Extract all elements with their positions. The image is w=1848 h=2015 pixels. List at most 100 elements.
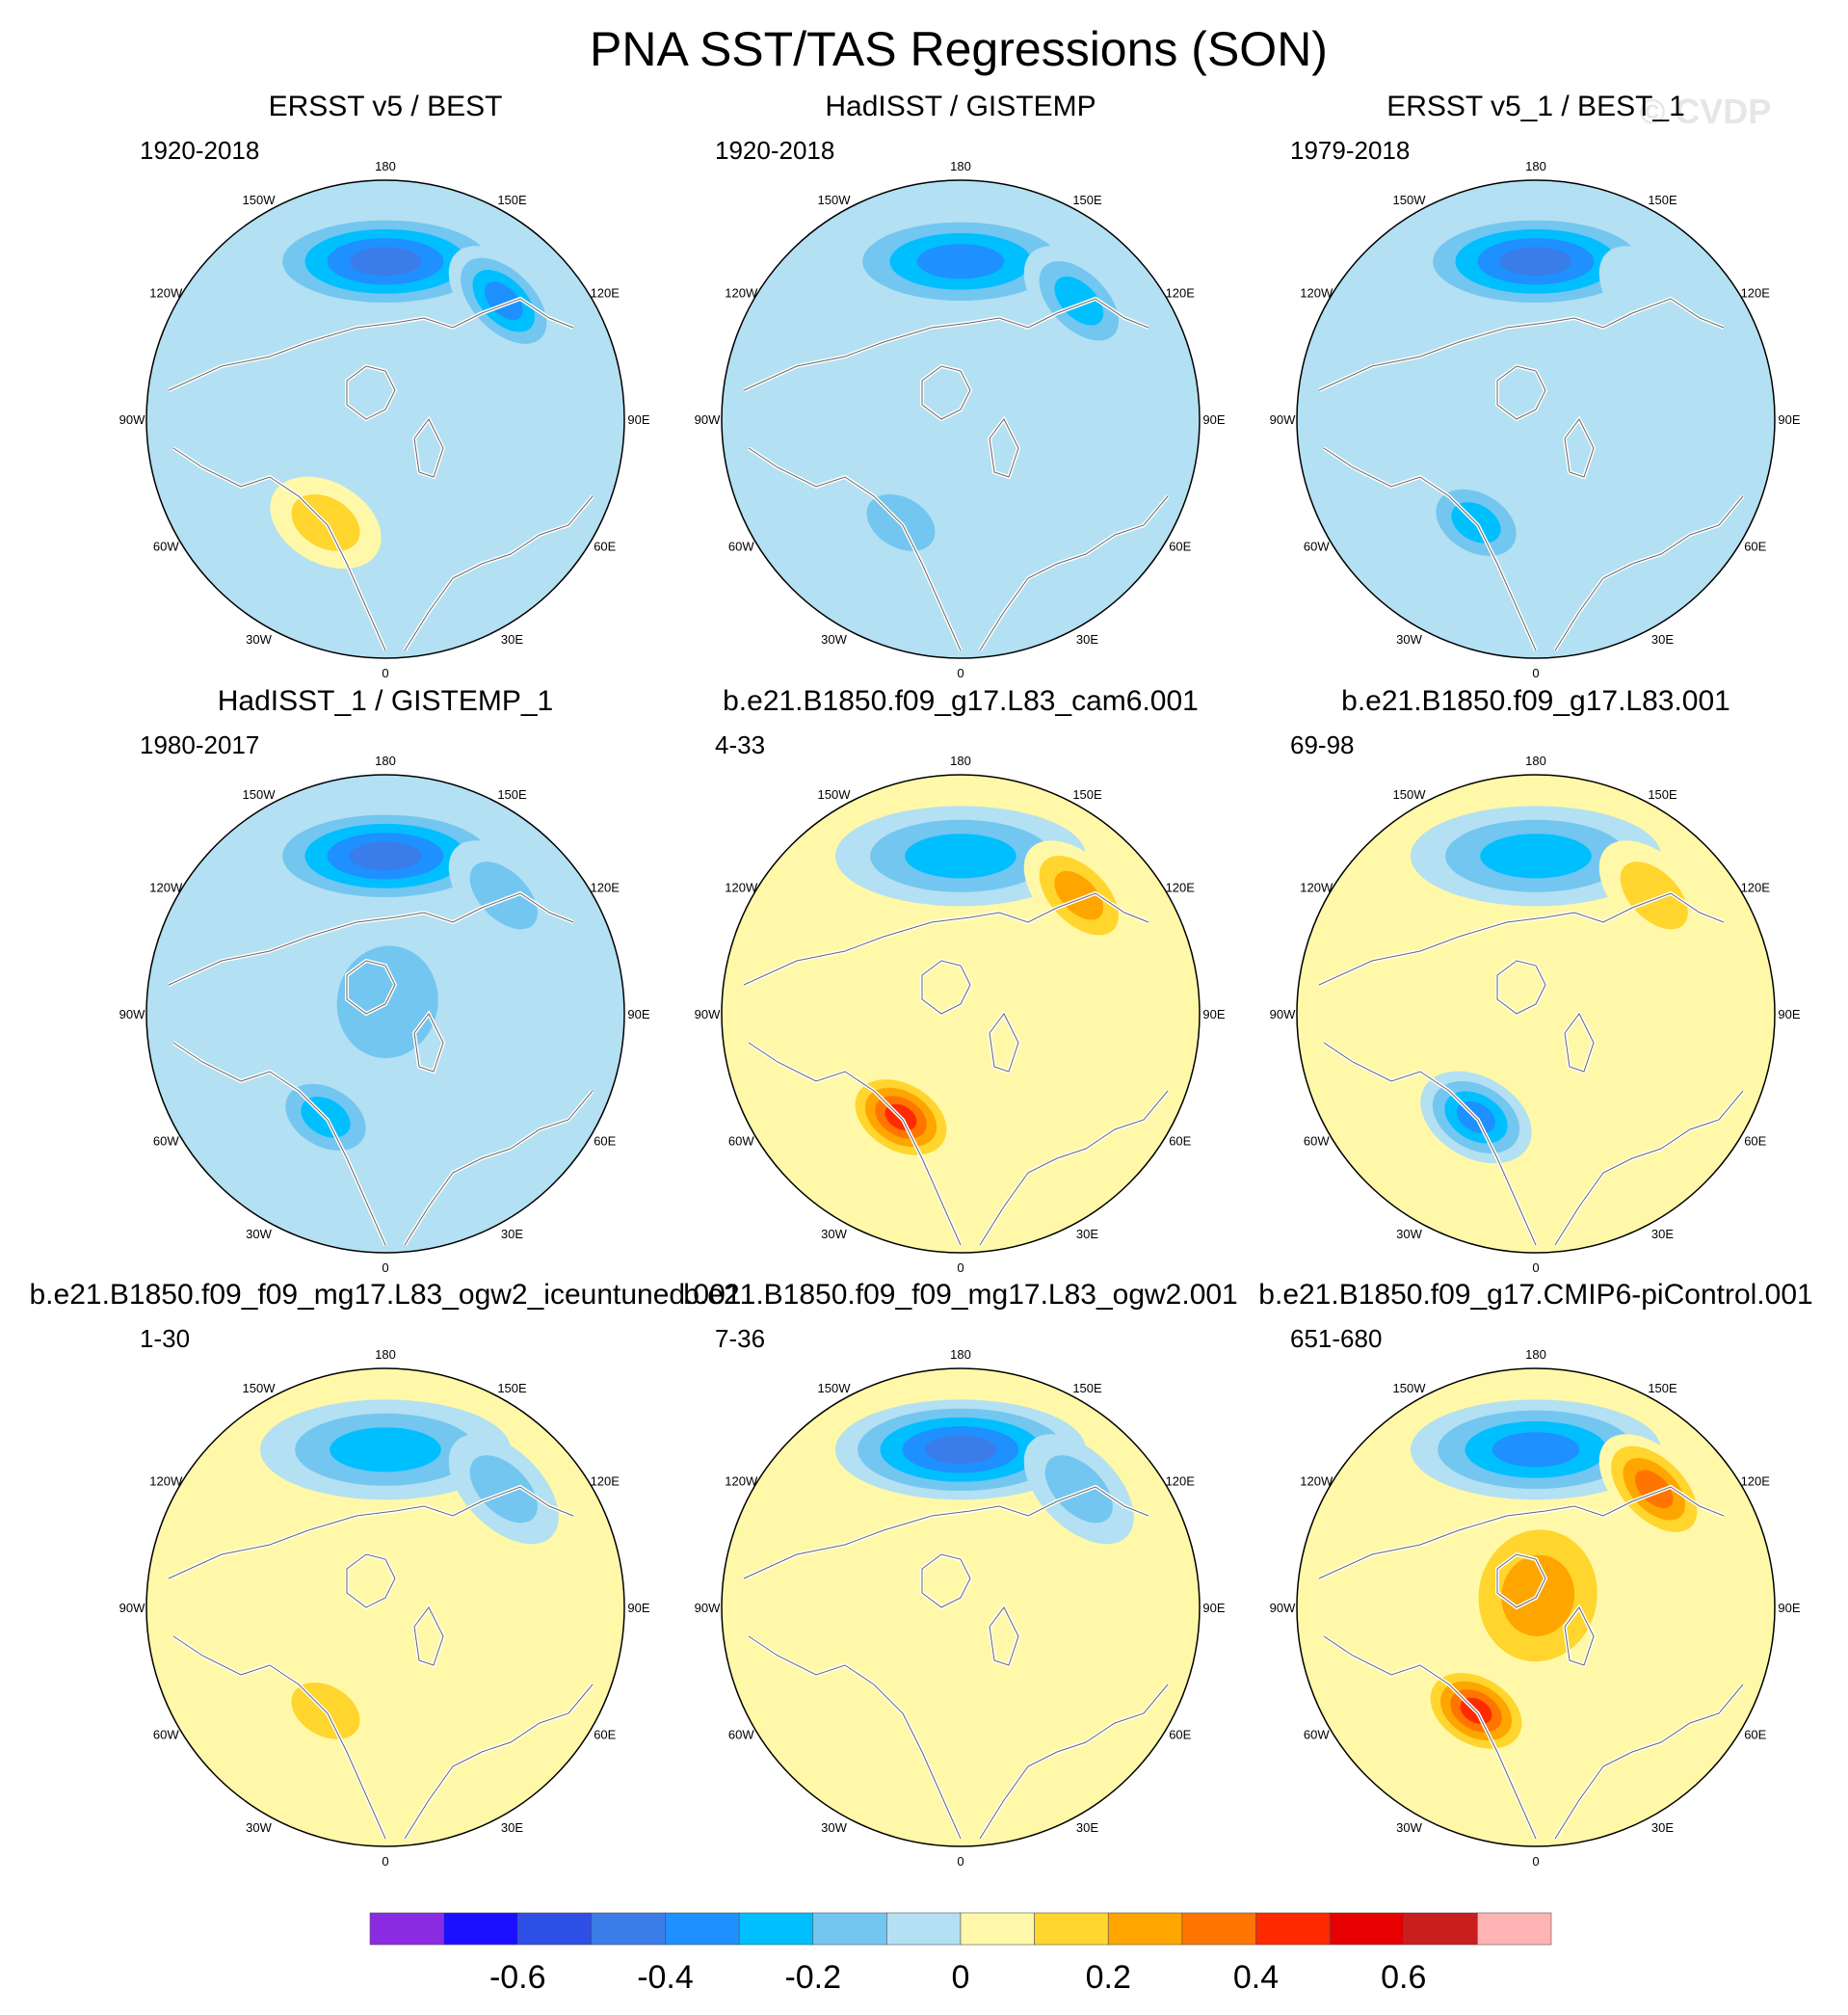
longitude-label: 60W: [1304, 1134, 1330, 1149]
longitude-label: 60W: [1304, 1728, 1330, 1742]
map-panel: 180 150E 120E 90E 60E 30E 0 30W 60W 90W 120W 150W b.…: [30, 1279, 742, 1869]
coastline-edge: [413, 1606, 444, 1666]
longitude-label: 120E: [591, 286, 620, 301]
longitude-label: 60E: [1169, 1728, 1191, 1742]
anomaly-contour-siberia: [484, 281, 523, 321]
anomaly-contour-aleutian: [1499, 247, 1572, 277]
anomaly-contour-siberia: [1044, 1455, 1113, 1524]
panel-period: 1920-2018: [140, 136, 259, 165]
map-boundary: [721, 179, 1201, 659]
longitude-label: 150E: [497, 1381, 527, 1395]
map-panel: 180 150E 120E 90E 60E 30E 0 30W 60W 90W 120W 150W ER…: [119, 91, 650, 680]
coastline-edge: [413, 418, 444, 478]
anomaly-contour-aleutian: [1480, 834, 1592, 879]
coastline-edge: [172, 1042, 386, 1246]
map-panel: 180 150E 120E 90E 60E 30E 0 30W 60W 90W 120W 150W ER…: [1270, 91, 1801, 680]
longitude-label: 120W: [725, 881, 758, 895]
coastline-edge: [172, 447, 386, 651]
anomaly-contour-aleutian: [1492, 1432, 1580, 1468]
longitude-label: 60W: [728, 1134, 754, 1149]
coastline-edge: [743, 298, 1149, 391]
figure-title: PNA SST/TAS Regressions (SON): [590, 22, 1328, 76]
longitude-label: 120E: [1166, 881, 1196, 895]
longitude-label: 120W: [149, 286, 183, 301]
coastline-edge: [1564, 1013, 1595, 1073]
coastline-edge: [404, 1684, 594, 1840]
colorbar-swatch: [812, 1912, 887, 1946]
longitude-label: 180: [950, 1347, 971, 1362]
longitude-label: 0: [382, 1854, 388, 1869]
longitude-label: 150E: [1648, 787, 1677, 802]
map-panel: 180 150E 120E 90E 60E 30E 0 30W 60W 90W 120W 150W b.…: [683, 1279, 1238, 1869]
longitude-label: 150W: [1393, 193, 1427, 207]
colorbar-swatch: [443, 1912, 518, 1946]
longitude-label: 180: [1525, 159, 1546, 173]
colorbar-swatch: [591, 1912, 666, 1946]
longitude-label: 180: [375, 754, 396, 768]
anomaly-contour-siberia: [1598, 246, 1709, 357]
longitude-label: 150W: [243, 1381, 277, 1395]
anomaly-contour-siberia: [1620, 862, 1688, 930]
longitude-label: 0: [1532, 1260, 1539, 1275]
coastline-edge: [1323, 1042, 1537, 1246]
longitude-label: 60E: [1744, 1728, 1766, 1742]
colorbar-swatch: [516, 1912, 593, 1946]
longitude-label: 150W: [243, 787, 277, 802]
coastline-edge: [1554, 1684, 1744, 1840]
panel-title: HadISST / GISTEMP: [825, 91, 1096, 122]
anomaly-contour-siberia: [1634, 1470, 1674, 1509]
longitude-label: 90E: [1778, 1601, 1800, 1615]
coastline-edge: [1564, 418, 1595, 478]
coastline-edge: [1318, 298, 1725, 391]
longitude-label: 0: [957, 666, 964, 680]
longitude-label: 150E: [1072, 193, 1102, 207]
panel-period: 1979-2018: [1290, 136, 1410, 165]
colorbar-swatch: [886, 1912, 962, 1946]
map-panel: 180 150E 120E 90E 60E 30E 0 30W 60W 90W 120W 150W Ha…: [695, 91, 1226, 680]
panel-title: b.e21.B1850.f09_g17.L83.001: [1341, 685, 1730, 717]
longitude-label: 60E: [1744, 540, 1766, 554]
longitude-label: 90E: [627, 412, 649, 427]
coastline-edge: [1554, 495, 1744, 651]
longitude-label: 30E: [501, 632, 523, 647]
colorbar-tick-label: -0.4: [637, 1959, 694, 1996]
panel-title: ERSST v5_1 / BEST_1: [1386, 91, 1685, 122]
longitude-label: 30E: [1651, 632, 1674, 647]
colorbar-swatch: [1329, 1912, 1405, 1946]
longitude-label: 150W: [1393, 787, 1427, 802]
panel-title: b.e21.B1850.f09_f09_mg17.L83_ogw2.001: [683, 1279, 1238, 1311]
coastline-edge: [1318, 1486, 1725, 1579]
anomaly-contour-aleutian: [349, 247, 422, 277]
coastline-edge: [168, 892, 574, 986]
map-boundary: [1296, 179, 1776, 659]
longitude-label: 150E: [497, 787, 527, 802]
coastline-edge: [1554, 1090, 1744, 1246]
longitude-label: 120E: [1166, 1474, 1196, 1489]
panel-title: ERSST v5 / BEST: [269, 91, 503, 122]
colorbar-tick-label: 0.2: [1086, 1959, 1131, 1996]
anomaly-contour-aleutian: [924, 1435, 997, 1465]
panel-period: 69-98: [1290, 730, 1355, 759]
anomaly-contour-aleutian: [330, 1427, 441, 1472]
longitude-label: 30W: [246, 1227, 272, 1241]
map-boundary: [145, 1367, 625, 1847]
panel-title: b.e21.B1850.f09_g17.L83_cam6.001: [723, 685, 1199, 717]
longitude-label: 90W: [1270, 1007, 1296, 1021]
longitude-label: 150E: [1648, 1381, 1677, 1395]
longitude-label: 0: [382, 1260, 388, 1275]
longitude-label: 0: [957, 1260, 964, 1275]
longitude-label: 120W: [1300, 286, 1333, 301]
panel-period: 7-36: [715, 1324, 765, 1353]
colorbar-swatch: [1403, 1912, 1478, 1946]
longitude-label: 60W: [728, 1728, 754, 1742]
coastline-edge: [989, 418, 1019, 478]
coastline-edge: [748, 1042, 962, 1246]
longitude-label: 60W: [728, 540, 754, 554]
longitude-label: 30W: [821, 632, 847, 647]
longitude-label: 90W: [695, 1601, 721, 1615]
anomaly-contour-siberia: [1054, 276, 1104, 326]
coastline-edge: [743, 1486, 1149, 1579]
longitude-label: 30E: [501, 1820, 523, 1835]
